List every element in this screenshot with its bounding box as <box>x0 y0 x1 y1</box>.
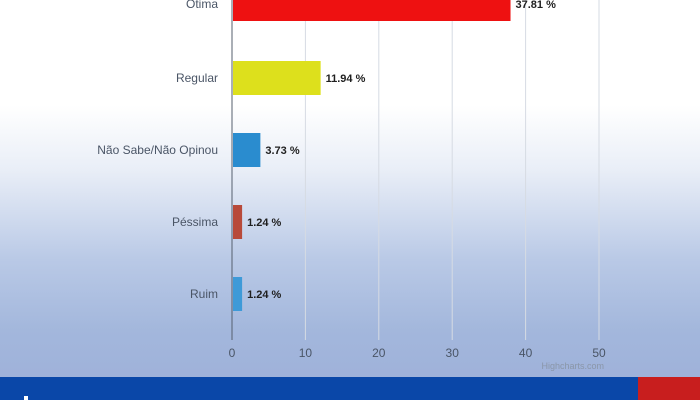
data-label: 1.24 % <box>247 289 281 301</box>
highcharts-credits[interactable]: Highcharts.com <box>541 361 604 371</box>
category-label: Ótima <box>186 0 218 11</box>
bar-2[interactable] <box>233 133 261 167</box>
x-tick-label: 0 <box>229 346 236 360</box>
x-tick-label: 10 <box>299 346 313 360</box>
bottom-bar-red-accent <box>638 377 700 400</box>
bar-4[interactable] <box>233 277 243 311</box>
data-label: 37.81 % <box>516 0 557 11</box>
bar-0[interactable] <box>233 0 511 21</box>
bars <box>233 0 511 311</box>
category-labels: Ótima Regular Não Sabe/Não Opinou Péssima Ru… <box>97 0 218 301</box>
x-tick-label: 40 <box>519 346 533 360</box>
x-tick-label: 50 <box>592 346 606 360</box>
bottom-bar <box>0 377 700 400</box>
data-label: 11.94 % <box>326 73 366 85</box>
data-labels: 37.81 % 11.94 % 3.73 % 1.24 % 1.24 % <box>247 0 556 301</box>
data-label: 3.73 % <box>265 145 299 157</box>
x-axis-tick-labels: 0 10 20 30 40 50 <box>229 346 606 360</box>
x-tick-label: 20 <box>372 346 386 360</box>
category-label: Péssima <box>172 215 218 229</box>
data-label: 1.24 % <box>247 217 281 229</box>
gridlines <box>231 0 600 340</box>
x-tick-label: 30 <box>446 346 460 360</box>
bottom-bar-mark <box>24 396 28 400</box>
bar-1[interactable] <box>233 61 321 95</box>
bar-3[interactable] <box>233 205 243 239</box>
category-label: Regular <box>176 71 218 85</box>
category-label: Ruim <box>190 287 218 301</box>
category-label: Não Sabe/Não Opinou <box>97 143 218 157</box>
